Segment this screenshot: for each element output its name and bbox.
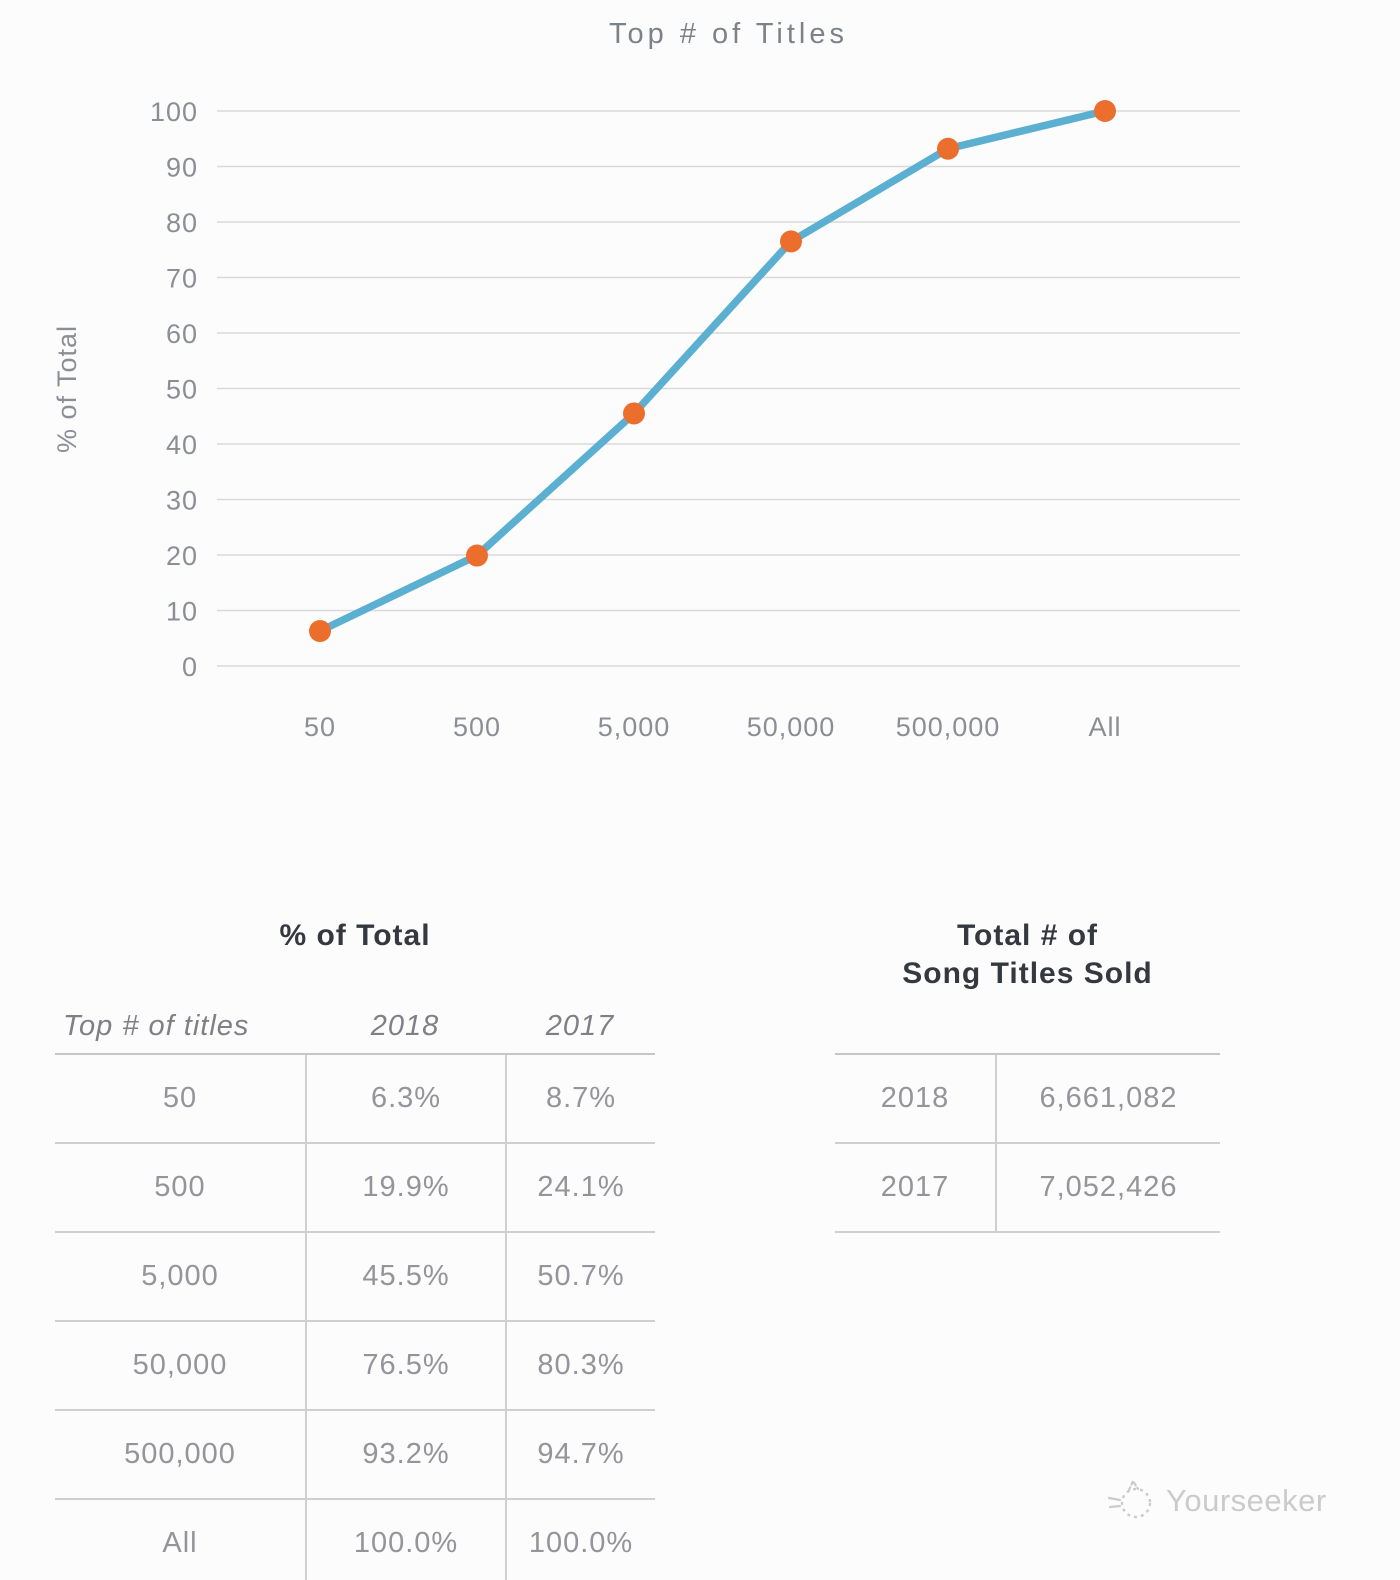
totals-table-title: Total # of Song Titles Sold	[835, 917, 1220, 993]
row-label: 5,000	[141, 1260, 219, 1292]
yourseeker-logo-icon	[1107, 1478, 1152, 1519]
y-tick-label: 30	[166, 486, 198, 516]
data-point	[1094, 100, 1116, 122]
watermark-brand: Yourseeker	[1166, 1483, 1327, 1518]
y-tick-label: 10	[166, 597, 198, 627]
table-row: 500,000 93.2% 94.7%	[55, 1411, 655, 1500]
value-2018: 76.5%	[305, 1322, 505, 1409]
value-2017: 100.0%	[505, 1500, 655, 1580]
year-label: 2018	[880, 1082, 950, 1114]
row-label: 500	[154, 1171, 206, 1203]
pct-table-title: % of Total	[279, 919, 431, 952]
total-value: 7,052,426	[995, 1144, 1220, 1231]
totals-table-body: 2018 6,661,082 2017 7,052,426	[835, 1053, 1220, 1233]
x-tick-label: 500	[453, 712, 501, 742]
value-2018: 100.0%	[305, 1500, 505, 1580]
data-point	[466, 544, 488, 567]
totals-title-line1: Total # of	[956, 919, 1099, 952]
pct-table-body: 50 6.3% 8.7% 500 19.9% 24.1% 5,000 45.5%…	[55, 1053, 655, 1580]
row-label: 50	[162, 1082, 198, 1114]
value-2018: 45.5%	[305, 1233, 505, 1320]
total-song-titles-table: Total # of Song Titles Sold 2018 6,661,0…	[835, 905, 1220, 1235]
table-row: 2017 7,052,426	[835, 1144, 1220, 1233]
value-2017: 50.7%	[505, 1233, 655, 1320]
y-tick-label: 80	[166, 208, 198, 238]
table-row: 5,000 45.5% 50.7%	[55, 1233, 655, 1322]
x-tick-label: 500,000	[896, 712, 1001, 742]
y-tick-label: 100	[150, 97, 198, 127]
data-point	[780, 230, 802, 253]
column-header-2017: 2017	[545, 1010, 615, 1042]
row-label: All	[162, 1527, 198, 1559]
value-2017: 24.1%	[505, 1144, 655, 1231]
column-header-2018: 2018	[370, 1010, 440, 1042]
y-tick-label: 60	[166, 319, 198, 349]
y-tick-label: 90	[166, 153, 198, 183]
value-2017: 8.7%	[505, 1055, 655, 1142]
column-header-top-titles: Top # of titles	[63, 1010, 250, 1042]
x-tick-label: 5,000	[598, 712, 671, 742]
table-row: 500 19.9% 24.1%	[55, 1144, 655, 1233]
table-row: 2018 6,661,082	[835, 1055, 1220, 1144]
total-value: 6,661,082	[995, 1055, 1220, 1142]
watermark: Yourseeker	[1106, 1478, 1327, 1524]
y-axis-label: % of Total	[52, 325, 82, 453]
value-2018: 6.3%	[305, 1055, 505, 1142]
data-point	[937, 137, 959, 160]
table-row: 50 6.3% 8.7%	[55, 1055, 655, 1144]
y-tick-label: 20	[166, 541, 198, 571]
y-tick-label: 50	[166, 375, 198, 405]
line-chart: 0 10 20 30 40 50 60 70 80 90 100 % of Total 50 500 5,0…	[52, 97, 1240, 742]
value-2018: 19.9%	[305, 1144, 505, 1231]
data-point	[309, 620, 331, 643]
year-label: 2017	[880, 1171, 950, 1203]
chart-title: Top # of Titles	[609, 18, 848, 50]
x-tick-label: 50,000	[747, 712, 836, 742]
percent-of-total-table: % of Total Top # of titles 2018 2017 50 …	[55, 905, 655, 1580]
y-tick-label: 0	[182, 652, 198, 682]
row-label: 50,000	[132, 1349, 228, 1381]
x-tick-label: 50	[304, 712, 336, 742]
table-row: All 100.0% 100.0%	[55, 1500, 655, 1580]
y-tick-label: 40	[166, 430, 198, 460]
series-line-2018	[316, 107, 1109, 635]
value-2018: 93.2%	[305, 1411, 505, 1498]
value-2017: 80.3%	[505, 1322, 655, 1409]
x-tick-label: All	[1088, 712, 1121, 742]
totals-title-line2: Song Titles Sold	[902, 957, 1153, 990]
value-2017: 94.7%	[505, 1411, 655, 1498]
row-label: 500,000	[124, 1438, 236, 1470]
table-row: 50,000 76.5% 80.3%	[55, 1322, 655, 1411]
data-point	[623, 402, 645, 425]
pct-table-header-row: Top # of titles 2018 2017	[55, 1000, 655, 1053]
y-tick-label: 70	[166, 264, 198, 294]
